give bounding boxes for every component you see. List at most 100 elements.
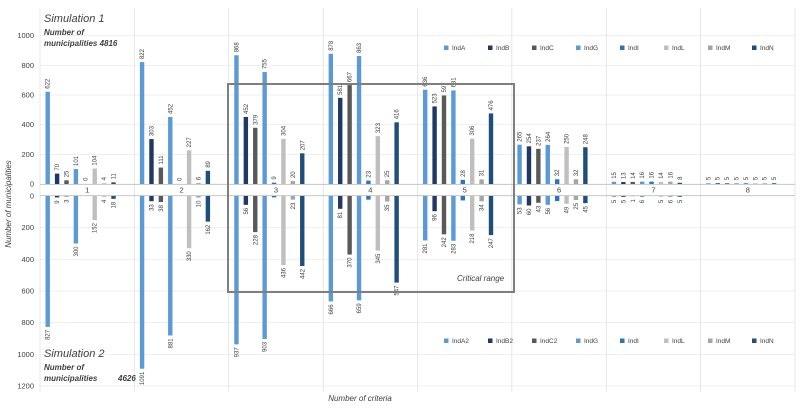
value-label-bottom-IndC2-6: 43 (536, 205, 542, 212)
value-label-top-IndN-3: 207 (300, 140, 306, 151)
legend-bottom-swatch-IndL (664, 338, 669, 343)
value-label-top-IndM-2: 6 (196, 176, 202, 180)
legend-top-label-IndI: IndI (628, 45, 639, 52)
bar-bottom-IndL-3 (281, 196, 286, 266)
legend-top-swatch-IndN (752, 45, 757, 50)
value-label-top-IndA-6: 265 (518, 131, 524, 142)
value-label-bottom-IndN-6: 45 (583, 205, 589, 212)
value-label-top-IndA-7: 15 (612, 171, 618, 178)
bar-top-IndL-1 (92, 168, 97, 184)
value-label-bottom-IndB2-7: 5 (621, 199, 627, 203)
bar-bottom-IndL-6 (564, 196, 569, 204)
bar-top-IndC-3 (253, 127, 258, 184)
value-label-bottom-IndB2-3: 56 (244, 207, 250, 214)
bar-bottom-IndN-2 (205, 196, 211, 222)
bar-bottom-IndA2-5 (423, 196, 428, 241)
bar-top-IndC-6 (536, 148, 541, 184)
bar-top-IndM-5 (479, 179, 484, 184)
legend-top-label-IndC: IndC (540, 45, 554, 52)
legend-top-swatch-IndL (664, 45, 669, 50)
value-label-bottom-IndA2-3: 937 (234, 347, 240, 358)
value-label-bottom-IndC2-2: 38 (159, 204, 165, 211)
value-label-top-IndN-8: 5 (772, 176, 778, 180)
value-label-top-IndB-2: 303 (149, 125, 155, 136)
value-label-bottom-IndC2-3: 228 (253, 234, 259, 245)
value-label-bottom-IndB2-5: 96 (433, 214, 439, 221)
value-label-bottom-IndN-4: 547 (395, 285, 401, 296)
value-label-top-IndN-2: 89 (206, 160, 212, 167)
value-label-bottom-IndA2-6: 53 (518, 207, 524, 214)
bar-top-IndL-8 (753, 183, 758, 184)
legend-top-swatch-IndM (708, 45, 713, 50)
value-label-top-IndN-4: 416 (395, 109, 401, 120)
value-label-top-IndI-6: 32 (555, 169, 561, 176)
bar-bottom-IndA2-4 (328, 196, 334, 302)
bar-top-IndI-4 (366, 180, 371, 184)
bar-top-IndI-6 (554, 179, 560, 184)
value-label-bottom-IndN-5: 247 (489, 237, 495, 248)
value-label-bottom-IndM-3: 23 (291, 202, 297, 209)
value-label-top-IndC-2: 111 (159, 155, 165, 165)
y-tick-top-1: 200 (21, 150, 34, 159)
y-tick-top-4: 800 (21, 61, 34, 70)
value-label-top-IndA-1: 622 (46, 78, 52, 89)
legend-bottom-label-IndL: IndL (672, 338, 685, 345)
value-label-bottom-IndC2-4: 370 (348, 257, 354, 268)
bar-bottom-IndB2-2 (149, 196, 154, 202)
value-label-top-IndA-5: 636 (423, 76, 429, 87)
y-axis-title: Number of municipalities (4, 160, 13, 248)
value-label-bottom-IndN-2: 162 (206, 224, 212, 235)
top-sim-subtitle: Number of (44, 28, 85, 37)
bar-top-IndG-3 (262, 72, 267, 184)
bar-bottom-IndA2-7 (611, 196, 617, 197)
value-label-top-IndB-5: 523 (433, 93, 439, 104)
value-label-top-IndC-3: 379 (253, 114, 259, 125)
y-tick-bottom-3: 600 (21, 286, 34, 295)
value-label-top-IndM-4: 25 (385, 170, 391, 177)
bar-top-IndN-3 (300, 153, 305, 184)
bar-bottom-IndC2-2 (158, 196, 164, 203)
bar-bottom-IndG-1 (73, 196, 79, 244)
value-label-bottom-IndL-3: 436 (281, 267, 287, 278)
bar-top-IndM-8 (762, 183, 767, 184)
value-label-top-IndG-4: 863 (357, 42, 363, 53)
value-label-top-IndC-6: 237 (536, 135, 542, 146)
bar-bottom-IndN-5 (488, 196, 494, 236)
bar-top-IndG-4 (356, 56, 362, 184)
bar-bottom-IndL-4 (375, 196, 381, 251)
bar-top-IndB-2 (149, 139, 154, 184)
legend-bottom-swatch-IndC2 (532, 338, 537, 343)
y-tick-bottom-1: 200 (21, 223, 34, 232)
bar-top-IndA-1 (45, 91, 50, 184)
legend-bottom-label-IndN: IndN (760, 338, 774, 345)
y-tick-top-5: 1000 (17, 31, 34, 40)
bar-top-IndL-6 (564, 146, 569, 184)
value-label-top-IndG-8: 5 (735, 176, 741, 180)
value-label-top-IndI-3: 9 (272, 176, 278, 180)
bar-top-IndI-3 (271, 182, 277, 184)
value-label-bottom-IndN-7: 5 (678, 199, 684, 203)
value-label-top-IndL-2: 227 (187, 137, 193, 148)
value-label-bottom-IndC2-7: 1 (631, 199, 637, 203)
top-sim-count: municipalities 4816 (44, 39, 118, 48)
x-tick-5: 5 (463, 186, 467, 195)
legend-bottom-swatch-IndN (752, 338, 757, 343)
legend-bottom-label-IndG: IndG (584, 338, 598, 345)
value-label-top-IndI-5: 28 (461, 170, 467, 177)
value-label-bottom-IndM-1: 4 (102, 199, 108, 203)
legend-bottom-swatch-IndA2 (444, 338, 449, 343)
bar-top-IndM-4 (385, 180, 390, 184)
bar-bottom-IndL-7 (658, 196, 664, 197)
critical-range-box (227, 83, 515, 293)
bar-top-IndG-1 (73, 169, 79, 184)
legend-top-label-IndG: IndG (584, 45, 598, 52)
bar-bottom-IndI-3 (271, 196, 277, 198)
value-label-bottom-IndB2-6: 60 (527, 208, 533, 215)
value-label-top-IndI-1: 0 (83, 177, 89, 181)
value-label-bottom-IndN-3: 442 (300, 268, 306, 279)
value-label-bottom-IndA2-5: 281 (423, 243, 429, 254)
value-label-top-IndC-4: 667 (348, 71, 354, 82)
value-label-top-IndG-2: 452 (168, 103, 174, 114)
bar-top-IndM-7 (668, 181, 673, 184)
